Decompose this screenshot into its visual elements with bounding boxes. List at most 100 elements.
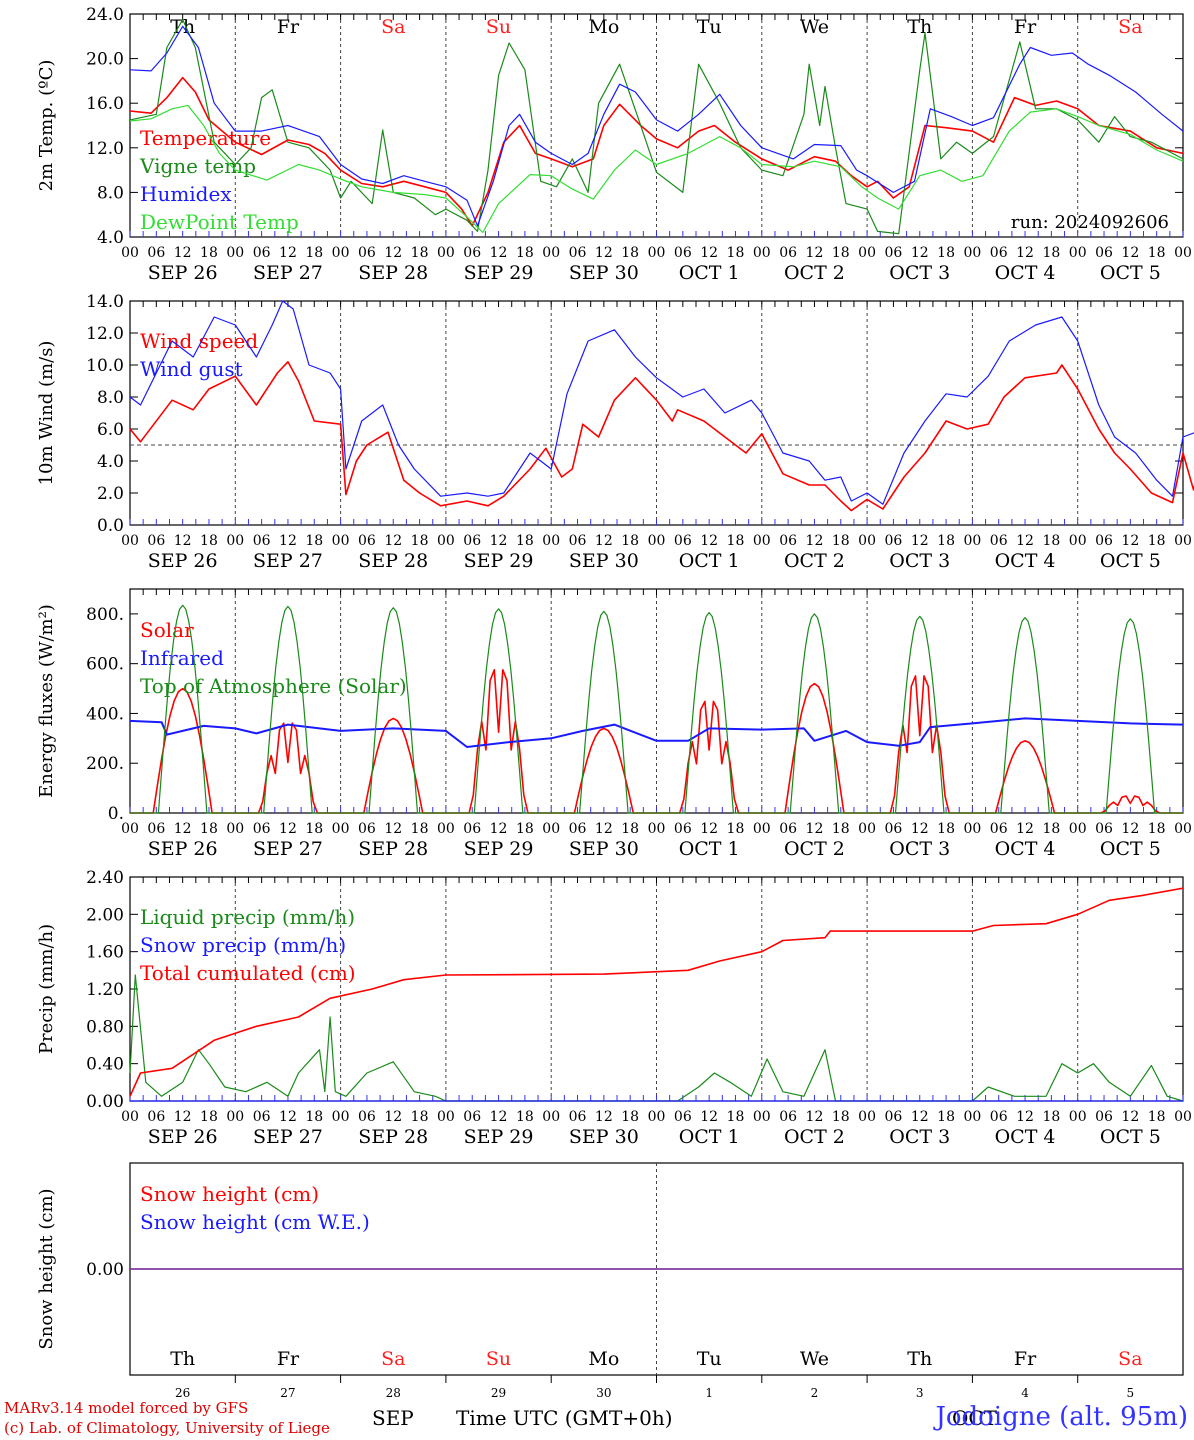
hour-tick-label: 00 (753, 1109, 771, 1125)
hour-tick-label: 00 (121, 533, 139, 549)
hour-tick-label: 18 (621, 245, 639, 261)
legend-entry: Temperature (140, 126, 271, 150)
date-label: SEP 27 (253, 838, 323, 860)
y-tick-label: 2.00 (86, 905, 124, 925)
weekday-label: Fr (277, 1348, 300, 1370)
panel-5: 0.00 Snow height (cm) Th 26 Fr 27 Sa 28 Su 29 Mo 30… (36, 1162, 1184, 1400)
legend-entry: Top of Atmosphere (Solar) (140, 674, 407, 698)
hour-tick-label: 06 (253, 245, 271, 261)
y-tick-label: 24.0 (86, 5, 124, 25)
hour-tick-label: 06 (674, 821, 692, 837)
hour-tick-label: 06 (674, 1109, 692, 1125)
run-label: run: 2024092606 (1011, 212, 1169, 233)
hour-tick-label: 00 (1069, 245, 1087, 261)
weekday-label: Su (486, 16, 511, 38)
hour-tick-label: 06 (779, 245, 797, 261)
hour-tick-label: 12 (174, 245, 192, 261)
hour-tick-label: 12 (595, 1109, 613, 1125)
hour-tick-label: 18 (1148, 821, 1166, 837)
y-tick-label: 0.40 (86, 1055, 124, 1075)
hour-tick-label: 12 (490, 533, 508, 549)
date-label: SEP 30 (569, 262, 639, 284)
x-axis-title: Time UTC (GMT+0h) (456, 1406, 673, 1430)
date-label: SEP 26 (148, 262, 218, 284)
hour-tick-label: 06 (1095, 1109, 1113, 1125)
hour-tick-label: 18 (411, 245, 429, 261)
date-label: OCT 3 (889, 1126, 950, 1148)
hour-tick-label: 18 (305, 1109, 323, 1125)
y-tick-label: 20.0 (86, 50, 124, 70)
hour-tick-label: 00 (1069, 821, 1087, 837)
date-label: OCT 1 (679, 262, 740, 284)
hour-tick-label: 06 (674, 533, 692, 549)
series-line-infrared (129, 717, 1184, 748)
y-tick-label: 0.00 (86, 1092, 124, 1112)
date-label: SEP 27 (253, 262, 323, 284)
hour-tick-label: 18 (516, 1109, 534, 1125)
date-label: SEP 28 (358, 838, 428, 860)
hour-tick-label: 00 (121, 821, 139, 837)
hour-tick-label: 18 (516, 821, 534, 837)
hour-tick-label: 18 (411, 533, 429, 549)
hour-tick-label: 12 (490, 821, 508, 837)
hour-tick-label: 12 (1016, 821, 1034, 837)
hour-tick-label: 12 (1121, 533, 1139, 549)
panel-2: 0.0 2.0 4.0 6.0 8.0 10.0 12.0 14.0 10m Wind (m/s… (36, 292, 1194, 572)
hour-tick-label: 12 (806, 1109, 824, 1125)
hour-tick-label: 18 (832, 245, 850, 261)
hour-tick-label: 12 (490, 1109, 508, 1125)
hour-tick-label: 12 (174, 533, 192, 549)
hour-tick-label: 00 (332, 821, 350, 837)
y-tick-label: 12.0 (86, 324, 124, 344)
date-label: OCT 4 (995, 262, 1056, 284)
hour-tick-label: 12 (911, 1109, 929, 1125)
hour-tick-label: 12 (595, 245, 613, 261)
hour-tick-label: 06 (779, 1109, 797, 1125)
hour-tick-label: 18 (411, 1109, 429, 1125)
date-label: SEP 30 (569, 550, 639, 572)
hour-tick-label: 12 (595, 821, 613, 837)
hour-tick-label: 00 (963, 1109, 981, 1125)
weekday-label: Tu (697, 16, 722, 38)
hour-tick-label: 06 (1095, 245, 1113, 261)
hour-tick-label: 18 (937, 821, 955, 837)
hour-tick-label: 12 (384, 821, 402, 837)
date-label: OCT 5 (1100, 550, 1161, 572)
date-label: OCT 4 (995, 1126, 1056, 1148)
hour-tick-label: 12 (174, 821, 192, 837)
legend-entry: Snow precip (mm/h) (140, 933, 346, 957)
weekday-label: Th (170, 1348, 195, 1370)
hour-tick-label: 18 (621, 533, 639, 549)
hour-tick-label: 00 (332, 245, 350, 261)
hour-tick-label: 00 (1069, 533, 1087, 549)
day-number-label: 30 (596, 1386, 611, 1400)
date-label: SEP 26 (148, 1126, 218, 1148)
station-name: Jodoigne (alt. 95m) (935, 1402, 1188, 1432)
hour-tick-label: 12 (806, 245, 824, 261)
hour-tick-label: 00 (648, 533, 666, 549)
hour-tick-label: 00 (1174, 245, 1192, 261)
y-tick-label: 800. (86, 605, 124, 625)
y-tick-label: 1.20 (86, 980, 124, 1000)
y-tick-label: 0.80 (86, 1017, 124, 1037)
legend-entry: Wind speed (140, 329, 258, 353)
hour-tick-label: 06 (253, 1109, 271, 1125)
hour-tick-label: 00 (437, 1109, 455, 1125)
hour-tick-label: 00 (858, 245, 876, 261)
hour-tick-label: 00 (437, 245, 455, 261)
hour-tick-label: 06 (147, 245, 165, 261)
credit-model: MARv3.14 model forced by GFS (4, 1399, 249, 1417)
date-label: SEP 30 (569, 1126, 639, 1148)
hour-tick-label: 00 (858, 821, 876, 837)
y-axis-label: Energy fluxes (W/m²) (36, 604, 57, 798)
hour-tick-label: 06 (463, 533, 481, 549)
month-label-sep: SEP (372, 1406, 414, 1430)
hour-tick-label: 12 (595, 533, 613, 549)
hour-tick-label: 18 (200, 533, 218, 549)
series-line-wind-gust (129, 300, 1194, 505)
date-label: OCT 2 (784, 1126, 845, 1148)
hour-tick-label: 06 (885, 821, 903, 837)
hour-tick-label: 00 (753, 533, 771, 549)
y-tick-label: 8.0 (97, 388, 124, 408)
hour-tick-label: 06 (569, 821, 587, 837)
